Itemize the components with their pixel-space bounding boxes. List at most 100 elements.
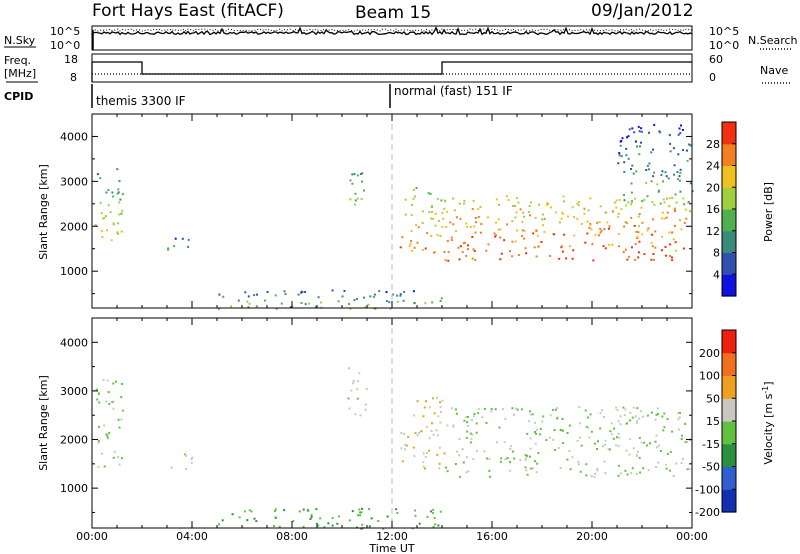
power-cell: [373, 295, 375, 298]
velocity-cell: [317, 524, 320, 527]
power-cell: [450, 239, 453, 242]
frequency-traces: [91, 61, 692, 82]
power-cell: [415, 224, 418, 226]
power-cell: [218, 293, 221, 296]
power-cell: [578, 201, 580, 204]
velocity-cell: [437, 415, 440, 418]
velocity-cell: [663, 426, 666, 429]
x-tick-label: 08:00: [276, 530, 308, 543]
power-cell: [631, 201, 633, 204]
power-cell: [657, 190, 660, 193]
power-cell: [658, 130, 661, 133]
velocity-cell: [432, 508, 435, 511]
velocity-cell: [483, 407, 486, 410]
power-cell: [586, 232, 589, 235]
power-cell: [410, 203, 413, 206]
power-cell: [413, 302, 416, 305]
velocity-cell: [454, 463, 457, 465]
velocity-cell: [106, 436, 109, 439]
power-cell: [554, 211, 557, 214]
power-cell: [571, 257, 574, 260]
y-tick-label: 1000: [60, 265, 88, 278]
velocity-cell: [617, 432, 620, 435]
y-tick-label: 4000: [60, 336, 88, 349]
colorbar-segment: [722, 122, 736, 145]
power-cell: [632, 172, 635, 175]
power-cell: [604, 211, 607, 214]
power-cell: [679, 168, 682, 171]
velocity-cell: [677, 417, 680, 420]
velocity-cell: [524, 459, 527, 462]
power-cell: [119, 198, 122, 201]
velocity-cell: [310, 516, 313, 518]
power-cell: [651, 201, 654, 204]
power-cell: [297, 293, 300, 296]
power-cell: [404, 213, 407, 216]
power-cell: [672, 147, 675, 150]
power-cell: [452, 223, 455, 226]
power-cell: [541, 213, 544, 216]
power-cell: [679, 132, 682, 135]
power-cell: [467, 244, 469, 247]
velocity-cell: [539, 428, 542, 430]
velocity-cell: [503, 441, 506, 444]
velocity-cell: [185, 454, 187, 457]
power-cell: [493, 232, 496, 235]
power-cell: [630, 168, 633, 170]
frequency-panel-frame: [91, 53, 693, 83]
velocity-cell: [619, 472, 622, 475]
power-cell: [455, 230, 457, 233]
power-cell: [117, 232, 119, 235]
power-cell: [676, 171, 679, 173]
velocity-cell: [112, 456, 115, 459]
velocity-cell: [655, 434, 658, 437]
velocity-cell: [331, 517, 334, 520]
power-cell: [675, 201, 678, 204]
velocity-cell: [636, 407, 639, 410]
power-cell: [545, 203, 548, 206]
power-cell: [247, 306, 250, 309]
power-cell: [645, 181, 648, 184]
power-cell: [674, 210, 676, 213]
velocity-cell: [465, 436, 468, 439]
velocity-cell: [639, 410, 642, 413]
power-cell: [538, 203, 541, 206]
power-cell: [646, 229, 649, 232]
velocity-cell: [283, 509, 286, 512]
velocity-cell: [364, 408, 367, 411]
power-cell: [637, 231, 640, 234]
power-cell: [453, 209, 456, 212]
power-cell: [600, 229, 603, 232]
velocity-cell: [97, 441, 100, 444]
velocity-cell: [553, 429, 556, 431]
power-cell: [274, 294, 277, 297]
power-cell: [572, 249, 575, 252]
velocity-cell: [587, 426, 590, 429]
power-cell: [480, 231, 482, 234]
velocity-cell: [579, 470, 582, 473]
power-cell: [337, 300, 340, 303]
power-cell: [106, 229, 108, 232]
velocity-cell: [370, 517, 373, 520]
velocity-cell: [576, 439, 579, 442]
noise-right-tick-bottom: 10^0: [709, 39, 739, 52]
power-cell: [653, 258, 655, 261]
power-cell: [627, 201, 630, 204]
velocity-cell: [549, 436, 552, 439]
power-cell: [665, 254, 667, 257]
velocity-cell: [377, 520, 380, 522]
power-cell: [421, 249, 424, 251]
velocity-cell: [466, 416, 469, 418]
power-cell: [654, 230, 657, 233]
colorbar-tick-label: -50: [702, 461, 720, 474]
power-cell: [620, 155, 623, 158]
velocity-cell: [120, 457, 123, 460]
power-cell: [647, 168, 650, 171]
power-cell: [623, 161, 626, 164]
velocity-cell: [441, 399, 444, 402]
velocity-cell: [106, 434, 109, 437]
power-cell: [666, 197, 668, 200]
velocity-cell: [440, 410, 443, 413]
velocity-cell: [619, 423, 622, 426]
colorbar-tick-label: -15: [702, 438, 720, 451]
